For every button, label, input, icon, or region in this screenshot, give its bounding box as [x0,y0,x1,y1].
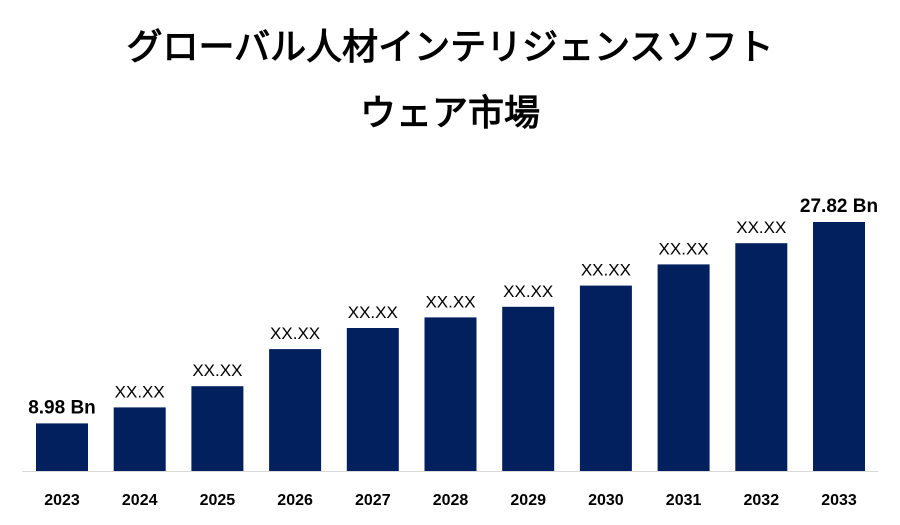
bar-2025 [191,386,244,471]
bar-2031 [657,264,710,471]
bar-2032 [735,243,788,471]
x-tick-label-2025: 2025 [200,492,236,509]
data-label-2032: XX.XX [736,218,786,237]
x-tick-label-2030: 2030 [588,492,624,509]
data-label-2024: XX.XX [115,382,165,401]
x-tick-label-2031: 2031 [666,492,702,509]
chart-title-line-2: ウェア市場 [359,93,540,134]
data-label-2025: XX.XX [192,361,242,380]
bar-2033 [813,222,865,471]
x-tick-label-2032: 2032 [744,492,780,509]
bar-2028 [424,317,477,471]
data-label-2023: 8.98 Bn [28,397,96,418]
x-tick-label-2026: 2026 [277,492,313,509]
data-label-2026: XX.XX [270,324,320,343]
x-tick-label-2024: 2024 [122,492,158,509]
x-tick-label-2028: 2028 [433,492,469,509]
data-label-2027: XX.XX [348,303,398,322]
data-label-2030: XX.XX [581,261,631,280]
bar-2029 [502,306,555,471]
x-tick-label-2029: 2029 [510,492,546,509]
x-tick-label-2023: 2023 [44,492,80,509]
bar-2026 [269,349,322,471]
x-tick-label-2033: 2033 [821,492,857,509]
bar-2027 [346,328,399,471]
data-label-2029: XX.XX [503,282,553,301]
data-label-2031: XX.XX [659,239,709,258]
data-label-2028: XX.XX [425,292,475,311]
bar-2023 [36,423,88,471]
x-tick-label-2027: 2027 [355,492,391,509]
chart-title-line-1: グローバル人材インテリジェンスソフト [126,27,774,68]
bar-2030 [579,285,632,471]
bar-2024 [113,407,166,471]
data-label-2033: 27.82 Bn [800,196,878,217]
